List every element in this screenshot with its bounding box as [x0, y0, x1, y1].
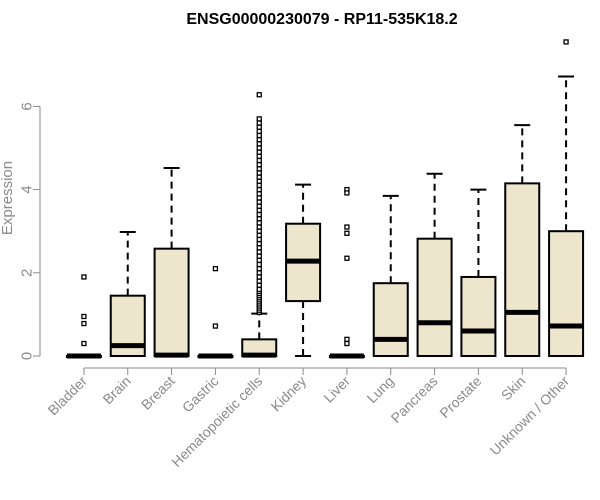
- outlier-point: [344, 340, 350, 347]
- outlier-point: [256, 265, 262, 272]
- x-tick-label: Unknown / Other: [487, 373, 573, 459]
- x-tick-label: Pancreas: [388, 373, 441, 426]
- x-tick-label: Prostate: [436, 373, 484, 421]
- x-tick-label: Brain: [99, 373, 133, 407]
- box-bladder: [65, 274, 102, 359]
- outlier-point: [256, 203, 262, 209]
- outlier-point: [256, 282, 262, 288]
- outlier-point: [256, 161, 262, 168]
- outlier-point: [256, 224, 262, 230]
- outlier-point: [256, 166, 262, 172]
- outlier-point: [256, 207, 262, 214]
- outlier-point: [344, 224, 350, 230]
- outlier-point: [256, 245, 262, 251]
- y-axis-label: Expression: [0, 161, 16, 235]
- outlier-point: [256, 124, 262, 130]
- outlier-point: [256, 199, 262, 205]
- box-iqr: [460, 275, 497, 357]
- outlier-point: [256, 278, 262, 284]
- outlier-point: [256, 220, 262, 226]
- x-tick-label: Bladder: [45, 373, 91, 419]
- box-skin: [504, 124, 541, 357]
- outlier-point: [256, 228, 262, 234]
- outlier-point: [256, 257, 262, 263]
- outlier-point: [344, 336, 350, 343]
- box-iqr: [372, 282, 409, 358]
- outlier-point: [256, 157, 262, 164]
- outlier-point: [256, 274, 262, 280]
- box-iqr: [504, 182, 541, 357]
- outlier-point: [256, 211, 262, 218]
- x-tick-label: Gastric: [179, 373, 222, 416]
- outlier-point: [256, 120, 262, 126]
- y-tick-label: 4: [18, 185, 35, 193]
- outlier-point: [256, 145, 262, 151]
- outlier-point: [256, 216, 262, 222]
- outlier-point: [81, 320, 87, 327]
- outlier-point: [256, 178, 262, 184]
- box-hematopoietic-cells: [241, 92, 278, 358]
- outlier-point: [256, 195, 262, 201]
- outlier-point: [563, 39, 569, 45]
- outlier-point: [256, 249, 262, 255]
- outlier-point: [256, 137, 262, 143]
- box-breast: [153, 166, 190, 358]
- outlier-point: [256, 253, 262, 259]
- outlier-point: [256, 182, 262, 189]
- x-tick-label: Lung: [364, 373, 397, 406]
- box-iqr: [548, 230, 585, 357]
- outlier-point: [256, 132, 262, 139]
- outlier-point: [256, 149, 262, 155]
- outlier-point: [256, 241, 262, 247]
- x-tick-label: Breast: [138, 373, 178, 413]
- outlier-point: [256, 153, 262, 159]
- outlier-point: [212, 323, 219, 329]
- box-pancreas: [416, 172, 453, 357]
- outlier-point: [256, 236, 262, 243]
- outlier-point: [256, 141, 262, 147]
- outlier-point: [256, 186, 262, 193]
- box-series: [65, 39, 585, 359]
- box-prostate: [460, 188, 497, 357]
- y-tick-label: 6: [18, 102, 35, 110]
- box-iqr: [153, 247, 190, 357]
- outlier-point: [81, 340, 87, 347]
- outlier-point: [256, 286, 262, 293]
- outlier-point: [81, 313, 87, 320]
- x-tick-label: Kidney: [268, 373, 310, 415]
- outlier-point: [344, 255, 350, 261]
- box-lung: [372, 194, 409, 358]
- x-tick-label: Skin: [498, 373, 529, 404]
- y-axis: 0 2 4 6: [18, 102, 41, 360]
- outlier-point: [256, 116, 262, 122]
- box-liver: [328, 186, 365, 359]
- x-tick-label: Liver: [320, 373, 353, 406]
- outlier-point: [344, 230, 350, 236]
- outlier-point: [344, 190, 350, 196]
- y-tick-label: 0: [18, 352, 35, 360]
- outlier-point: [256, 191, 262, 197]
- outlier-point: [256, 128, 262, 135]
- box-iqr: [416, 237, 453, 357]
- box-gastric: [197, 265, 234, 359]
- box-unknown-other: [548, 39, 585, 357]
- chart-title: ENSG00000230079 - RP11-535K18.2: [186, 11, 457, 28]
- outlier-point: [256, 270, 262, 276]
- box-brain: [109, 231, 146, 357]
- outlier-point: [81, 274, 87, 280]
- outlier-point: [256, 174, 262, 180]
- y-tick-label: 2: [18, 269, 35, 277]
- outlier-point: [256, 92, 262, 98]
- outlier-point: [256, 170, 262, 176]
- outlier-point: [212, 265, 219, 272]
- outlier-point: [256, 232, 262, 239]
- outlier-point: [256, 261, 262, 268]
- box-kidney: [285, 183, 322, 357]
